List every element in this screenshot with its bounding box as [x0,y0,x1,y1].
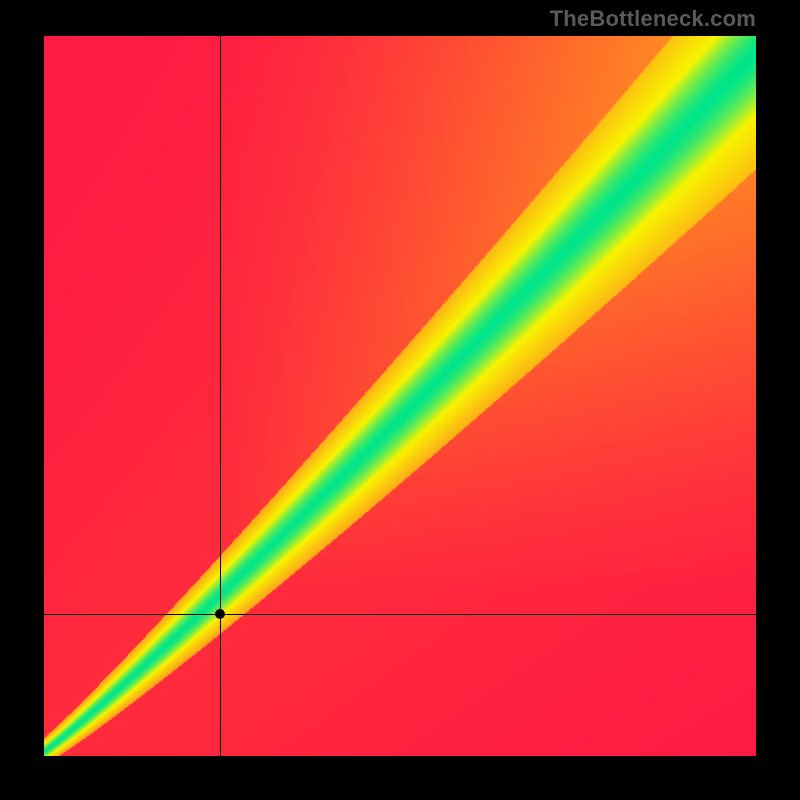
bottleneck-heatmap [44,36,756,756]
heatmap-canvas [44,36,756,756]
crosshair-vertical [220,36,221,756]
marker-dot [215,609,225,619]
watermark-text: TheBottleneck.com [550,6,756,32]
crosshair-horizontal [44,614,756,615]
